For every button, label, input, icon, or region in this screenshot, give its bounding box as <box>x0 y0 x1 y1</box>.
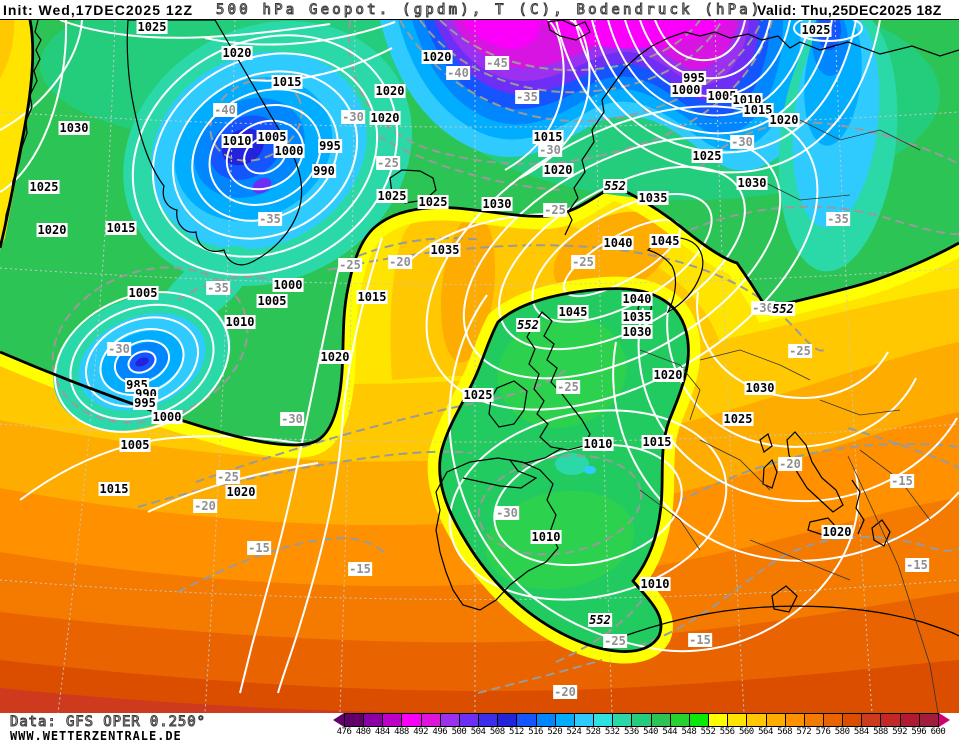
weather-map-canvas <box>0 20 959 713</box>
footer-bar: Data: GFS OPER 0.250° WWW.WETTERZENTRALE… <box>0 713 959 741</box>
chart-parameters-label: 500 hPa Geopot. (gpdm), T (C), Bodendruc… <box>216 2 763 19</box>
valid-time-label: Valid: Thu,25DEC2025 18Z <box>757 2 942 18</box>
website-label: WWW.WETTERZENTRALE.DE <box>10 729 182 741</box>
title-bar: Init: Wed,17DEC2025 12Z 500 hPa Geopot. … <box>0 0 959 20</box>
data-source-label: Data: GFS OPER 0.250° <box>10 714 206 731</box>
weather-map <box>0 19 959 714</box>
isobars-surface-pressure <box>0 20 959 694</box>
coastlines <box>0 20 959 643</box>
init-time-label: Init: Wed,17DEC2025 12Z <box>3 2 194 18</box>
country-borders <box>639 119 939 713</box>
isotherms-500hpa <box>51 20 959 694</box>
